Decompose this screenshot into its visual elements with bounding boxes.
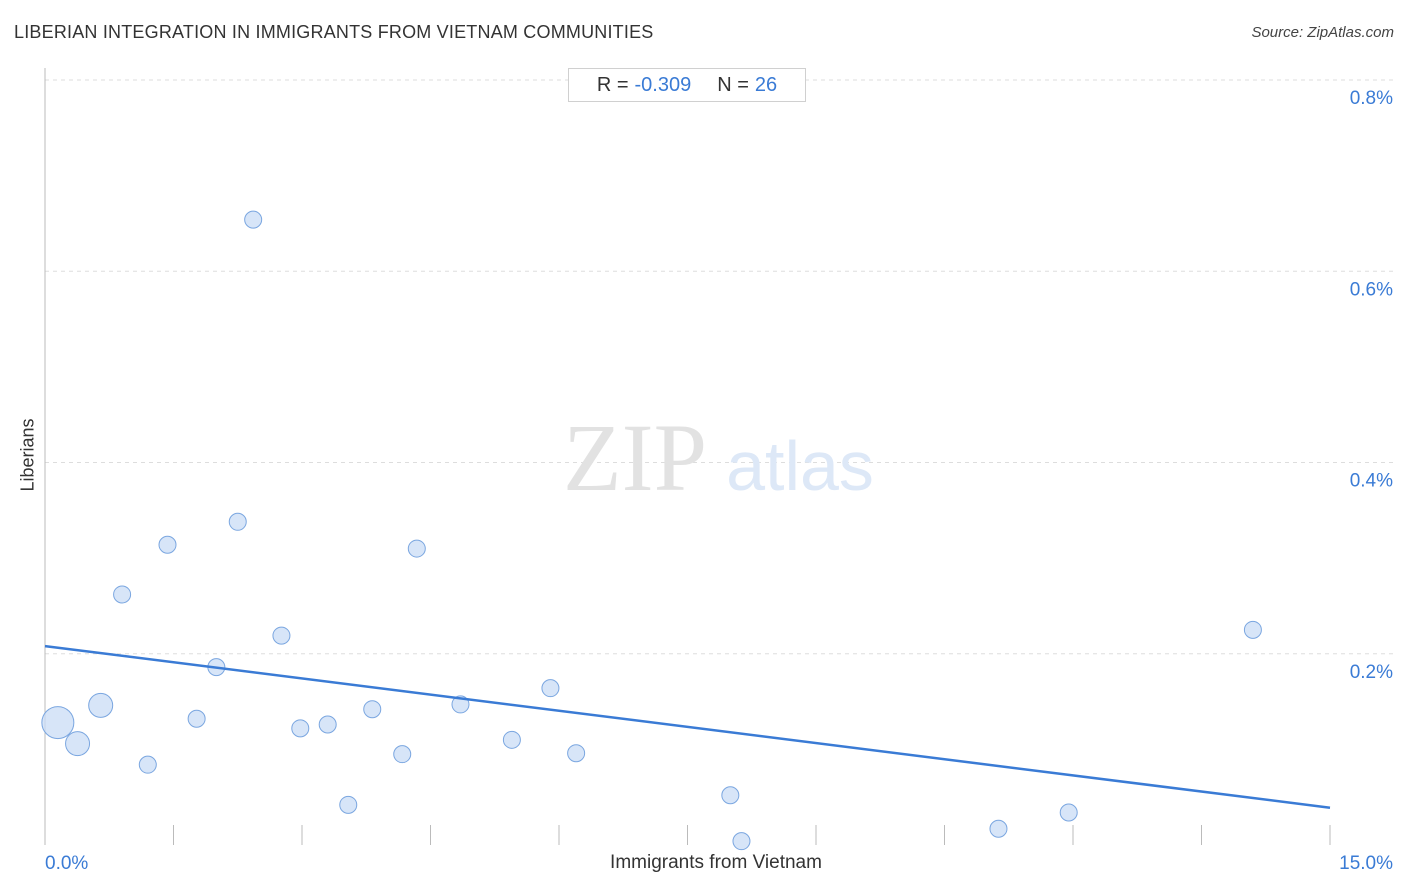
data-point xyxy=(989,819,1008,838)
data-point xyxy=(363,700,382,719)
data-point xyxy=(291,719,310,738)
data-point xyxy=(339,795,358,814)
stats-box: R = -0.309 N = 26 xyxy=(568,68,806,102)
data-point xyxy=(88,692,114,718)
data-point xyxy=(158,535,177,554)
trendline-line xyxy=(44,644,1331,809)
n-value: 26 xyxy=(754,73,778,96)
x-axis-label: Immigrants from Vietnam xyxy=(610,852,822,873)
data-point xyxy=(393,745,412,764)
x-tick-label: 15.0% xyxy=(1339,853,1393,874)
data-point xyxy=(1059,803,1078,822)
data-point xyxy=(502,730,521,749)
data-point xyxy=(732,832,751,851)
watermark: ZIP atlas xyxy=(563,404,874,511)
data-point xyxy=(451,695,470,714)
grid-lines xyxy=(45,79,1395,655)
data-point xyxy=(244,210,263,229)
data-point xyxy=(567,744,586,763)
data-point xyxy=(113,585,132,604)
y-tick-label: 0.2% xyxy=(1350,662,1393,683)
y-tick-label: 0.8% xyxy=(1350,88,1393,109)
r-label: R = xyxy=(596,73,629,96)
tick-labels: 0.8% 0.6% 0.4% 0.2% 0.0% 15.0% xyxy=(45,88,1393,874)
r-value: -0.309 xyxy=(634,73,692,96)
data-point xyxy=(41,706,75,740)
data-point xyxy=(272,626,291,645)
data-point xyxy=(318,715,337,734)
n-label: N = xyxy=(717,73,749,96)
data-point xyxy=(138,755,157,774)
y-tick-label: 0.4% xyxy=(1350,471,1393,492)
data-point xyxy=(1243,620,1262,639)
chart-title: LIBERIAN INTEGRATION IN IMMIGRANTS FROM … xyxy=(14,22,654,42)
data-point xyxy=(541,679,560,698)
data-point xyxy=(407,539,426,558)
trendline xyxy=(44,644,1331,809)
y-axis-label: Liberians xyxy=(17,418,38,492)
y-tick-label: 0.6% xyxy=(1350,279,1393,300)
data-point xyxy=(721,786,740,805)
watermark-atlas: atlas xyxy=(726,427,874,505)
data-point xyxy=(228,512,247,531)
data-point xyxy=(65,731,91,757)
data-points xyxy=(41,210,1262,851)
data-point xyxy=(187,709,206,728)
watermark-zip: ZIP xyxy=(563,404,707,511)
x-tick-label: 0.0% xyxy=(45,853,88,874)
source-label: Source: ZipAtlas.com xyxy=(1251,24,1394,41)
